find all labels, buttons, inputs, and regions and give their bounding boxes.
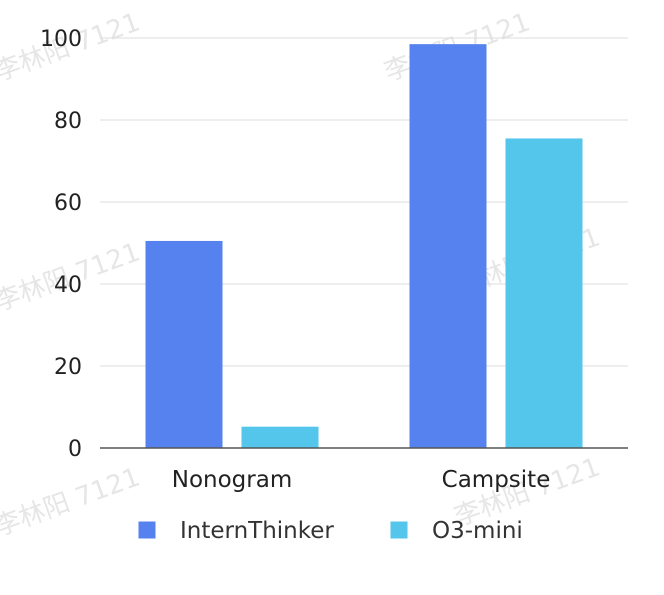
y-tick-label: 40 bbox=[54, 273, 82, 298]
bar-internthinker-nonogram bbox=[145, 240, 223, 448]
x-tick-label: Nonogram bbox=[172, 467, 292, 493]
y-tick-label: 0 bbox=[68, 437, 82, 462]
legend-label: InternThinker bbox=[180, 518, 334, 544]
bar-series bbox=[145, 44, 583, 449]
legend: InternThinker O3-mini bbox=[137, 518, 523, 544]
watermark-text: 李林阳 7121 bbox=[0, 462, 144, 542]
bar-o3-mini-nonogram bbox=[241, 426, 319, 448]
bar-o3-mini-campsite bbox=[505, 138, 583, 448]
y-tick-label: 20 bbox=[54, 355, 82, 380]
legend-swatch bbox=[389, 520, 409, 540]
legend-label: O3-mini bbox=[432, 518, 523, 544]
y-tick-label: 60 bbox=[54, 191, 82, 216]
y-tick-label: 100 bbox=[40, 27, 82, 52]
y-tick-labels: 0 20 40 60 80 100 bbox=[40, 27, 82, 462]
y-tick-label: 80 bbox=[54, 109, 82, 134]
x-tick-labels: Nonogram Campsite bbox=[172, 467, 551, 493]
x-tick-label: Campsite bbox=[442, 467, 551, 493]
bar-internthinker-campsite bbox=[409, 44, 487, 449]
legend-swatch bbox=[137, 520, 157, 540]
